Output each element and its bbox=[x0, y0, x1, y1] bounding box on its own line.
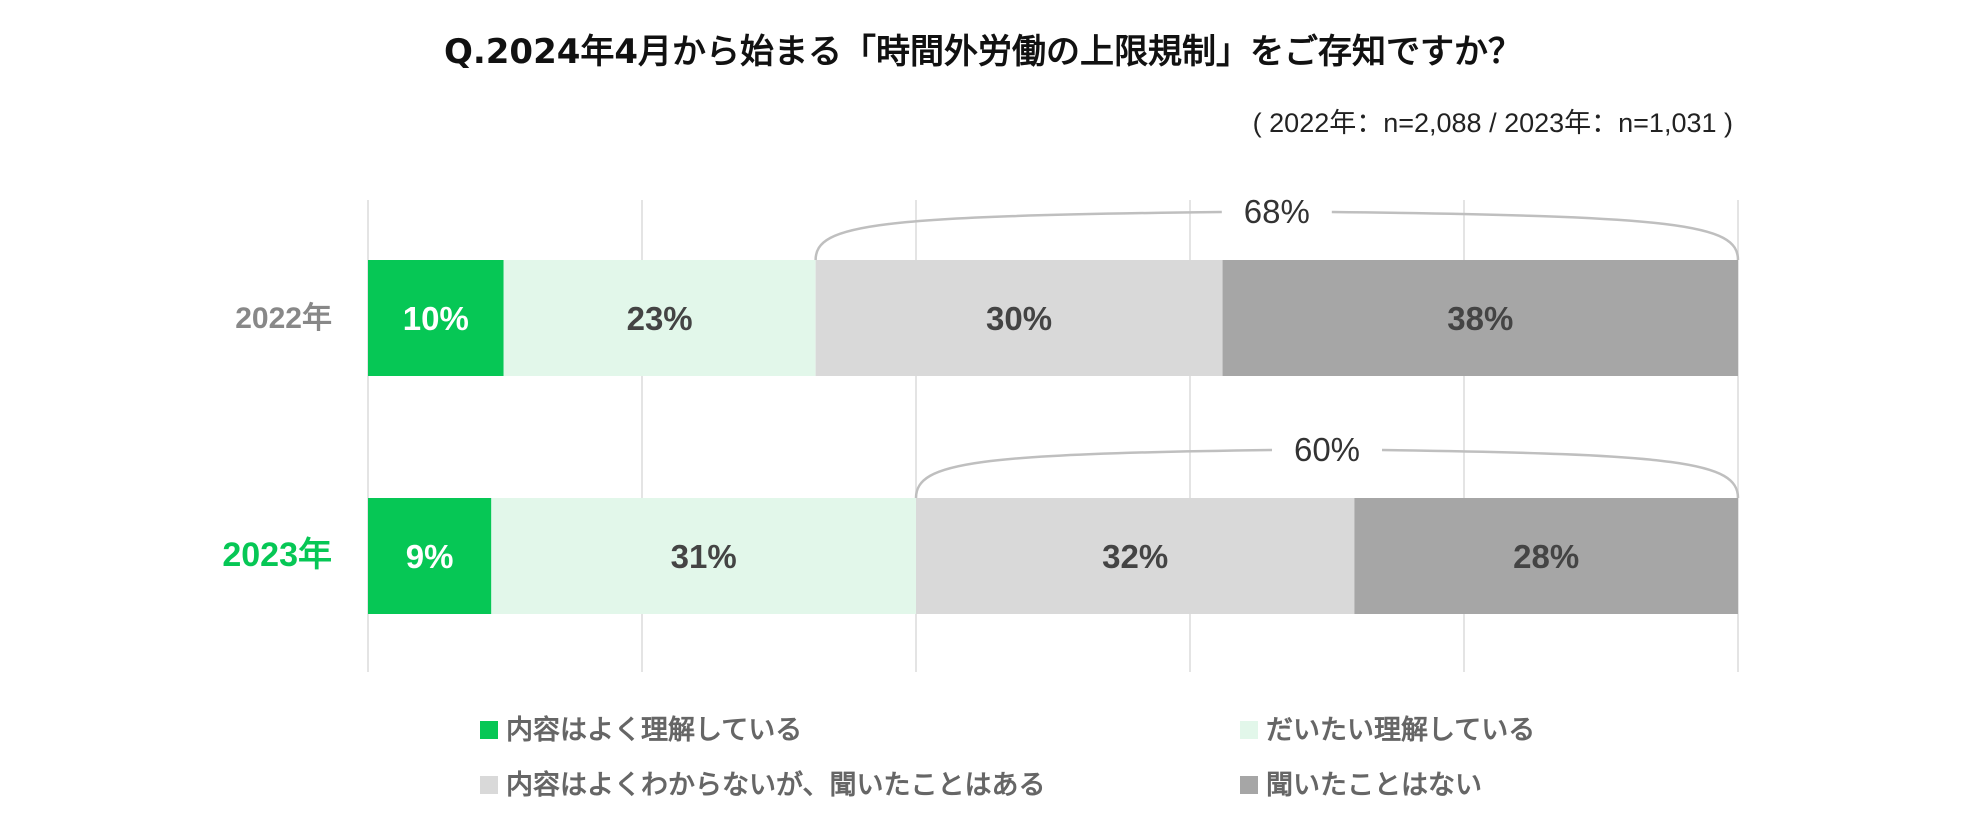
legend-label: 内容はよくわからないが、聞いたことはある bbox=[506, 769, 1045, 801]
bar-value-label: 23% bbox=[627, 300, 693, 337]
legend-swatch bbox=[480, 721, 498, 739]
brace-line-left bbox=[914, 448, 1273, 499]
bar-value-label: 30% bbox=[986, 300, 1052, 337]
bar-segment bbox=[1354, 498, 1738, 614]
legend-label: 聞いたことはない bbox=[1266, 770, 1482, 801]
bar-segment bbox=[368, 498, 492, 614]
bar-value-label: 32% bbox=[1102, 538, 1168, 575]
bar-segment bbox=[503, 260, 816, 376]
bar-segment bbox=[491, 498, 916, 614]
legend-swatch bbox=[1240, 721, 1258, 739]
brace-total-label: 68% bbox=[1244, 193, 1310, 230]
chart-subtitle: ( 2022年：n=2,088 / 2023年：n=1,031 ) bbox=[1253, 108, 1733, 138]
chart-title: Q.2024年4月から始まる「時間外労働の上限規制」をご存知ですか？ bbox=[444, 32, 1522, 72]
bar-value-label: 31% bbox=[671, 538, 737, 575]
bar-value-label: 9% bbox=[406, 538, 454, 575]
bar-value-label: 28% bbox=[1513, 538, 1579, 575]
bar-segment bbox=[916, 498, 1355, 614]
bar-segment bbox=[368, 260, 504, 376]
bar-value-label: 38% bbox=[1447, 300, 1513, 337]
legend-swatch bbox=[1240, 776, 1258, 794]
brace-line-left bbox=[814, 210, 1222, 261]
category-label: 2022年 bbox=[235, 302, 332, 335]
category-label: 2023年 bbox=[222, 536, 332, 574]
legend-label: だいたい理解している bbox=[1266, 715, 1535, 746]
legend-label: 内容はよく理解している bbox=[506, 714, 802, 746]
brace-line-right bbox=[1331, 210, 1740, 261]
brace-total-label: 60% bbox=[1294, 431, 1360, 468]
bar-value-label: 10% bbox=[403, 300, 469, 337]
bar-segment bbox=[815, 260, 1223, 376]
bars: 10% 23% 30% 38% 9% 31% 32% 28% bbox=[368, 260, 1738, 614]
brace-annotations: 68% 60% bbox=[814, 193, 1740, 499]
bar-segment bbox=[1222, 260, 1738, 376]
category-labels: 2022年 2023年 bbox=[222, 302, 332, 574]
legend-swatch bbox=[480, 776, 498, 794]
legend: 内容はよく理解している だいたい理解している内容はよくわからないが、聞いたことはあ… bbox=[480, 714, 1535, 801]
brace-line-right bbox=[1381, 448, 1740, 499]
